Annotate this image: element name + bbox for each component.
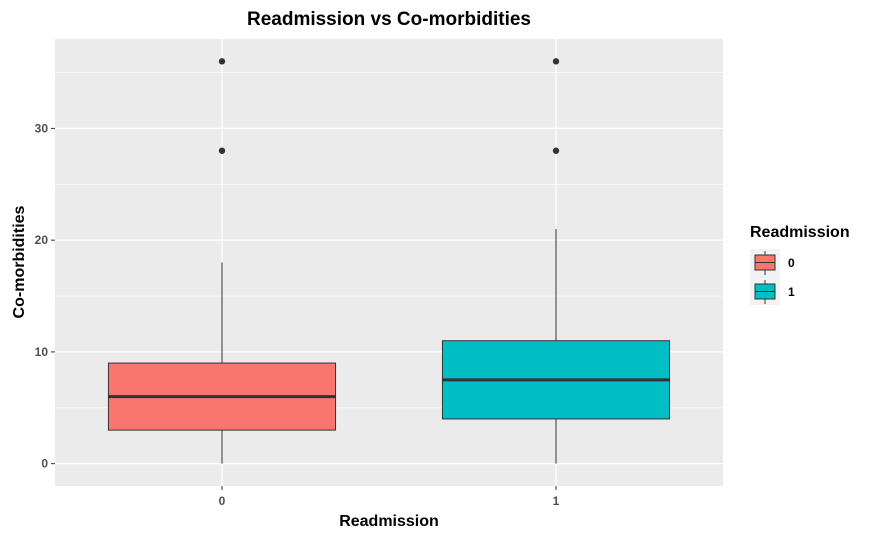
chart-title: Readmission vs Co-morbidities xyxy=(247,9,531,30)
y-tick-label: 0 xyxy=(41,457,48,471)
outlier-point xyxy=(552,147,560,154)
outlier-point xyxy=(218,58,226,65)
boxes xyxy=(107,58,671,464)
x-tick-label: 0 xyxy=(219,494,226,508)
outlier-point xyxy=(552,58,560,65)
y-axis-title: Co-morbidities xyxy=(11,205,28,318)
axes: 0 10 20 30 0 1 xyxy=(35,121,560,508)
x-tick-label: 1 xyxy=(553,494,560,508)
y-tick-label: 30 xyxy=(35,121,49,135)
legend-label-0: 0 xyxy=(788,256,795,270)
legend-label-1: 1 xyxy=(788,285,795,299)
legend-title: Readmission xyxy=(750,224,850,241)
y-tick-label: 20 xyxy=(35,233,49,247)
legend-items: 01 xyxy=(750,249,795,305)
outlier-point xyxy=(218,147,226,154)
legend: Readmission 01 xyxy=(750,224,850,305)
x-axis-title: Readmission xyxy=(339,513,439,530)
y-tick-label: 10 xyxy=(35,345,49,359)
